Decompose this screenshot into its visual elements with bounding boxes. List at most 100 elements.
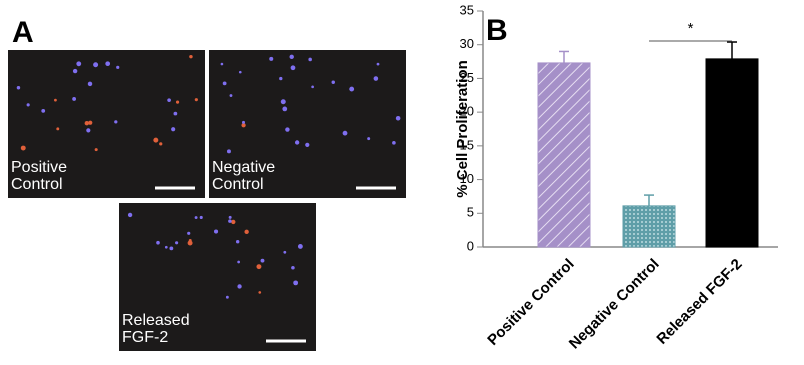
cell — [54, 99, 57, 102]
cell — [88, 82, 92, 86]
cell — [291, 266, 295, 270]
cell — [269, 57, 273, 61]
cell — [76, 61, 81, 66]
micrograph-label: Control — [11, 176, 63, 193]
cell — [258, 291, 261, 294]
cell — [367, 137, 370, 140]
bar — [538, 63, 590, 247]
cell — [244, 230, 248, 234]
cell — [374, 76, 379, 81]
page: A PositiveControlNegativeControlReleased… — [0, 0, 804, 365]
y-tick-label: 20 — [460, 104, 474, 119]
cell — [174, 112, 178, 116]
bar — [706, 59, 758, 247]
cell — [171, 127, 175, 131]
cell — [21, 146, 26, 151]
cell — [261, 259, 265, 263]
y-tick-label: 30 — [460, 36, 474, 51]
micrographs: PositiveControlNegativeControlReleasedFG… — [8, 50, 406, 351]
cell — [281, 99, 286, 104]
cell — [290, 55, 294, 59]
x-tick-label: Negative Control — [566, 256, 663, 353]
cell — [237, 284, 241, 288]
cell — [285, 127, 289, 131]
cell — [128, 213, 132, 217]
cell — [95, 148, 98, 151]
cell — [377, 63, 380, 66]
cell — [175, 241, 178, 244]
micrograph-label: Released — [122, 312, 190, 329]
cell — [85, 121, 89, 125]
cell — [27, 103, 30, 106]
cell — [311, 86, 314, 89]
cell — [295, 140, 299, 144]
cell — [169, 246, 173, 250]
cell — [298, 244, 303, 249]
cell — [188, 241, 193, 246]
cell — [223, 82, 227, 86]
cell — [349, 87, 354, 92]
cell — [237, 261, 240, 264]
cell — [165, 246, 168, 249]
cell — [226, 296, 229, 299]
cell — [159, 142, 162, 145]
cell — [114, 120, 117, 123]
cell — [156, 241, 160, 245]
micrograph-label: Control — [212, 176, 264, 193]
cell — [291, 65, 296, 70]
cell — [17, 86, 20, 89]
cell — [189, 55, 192, 58]
cell — [93, 62, 98, 67]
cell — [332, 81, 335, 84]
micrograph-label: Positive — [11, 159, 67, 176]
panel-letter: A — [12, 16, 34, 49]
cell — [392, 141, 396, 145]
y-tick-label: 10 — [460, 171, 474, 186]
micrograph-label: Negative — [212, 159, 275, 176]
y-tick-label: 25 — [460, 70, 474, 85]
cell — [56, 127, 59, 130]
y-tick-label: 35 — [460, 2, 474, 17]
cell — [308, 58, 312, 62]
cell — [282, 107, 287, 112]
y-tick-label: 0 — [467, 238, 474, 253]
cell — [239, 71, 242, 74]
cell — [293, 280, 298, 285]
cell — [72, 97, 76, 101]
cell — [343, 131, 348, 136]
cell — [176, 101, 179, 104]
significance-mark: * — [688, 20, 694, 37]
cell — [73, 69, 77, 73]
cell — [116, 66, 119, 69]
cell — [279, 77, 282, 80]
cell — [200, 216, 203, 219]
cell — [105, 61, 110, 66]
cell — [41, 109, 45, 113]
bar — [623, 206, 675, 247]
y-tick-label: 5 — [467, 205, 474, 220]
y-tick-label: 15 — [460, 137, 474, 152]
cell — [167, 98, 171, 102]
panel-letter: B — [486, 14, 508, 47]
cell — [195, 98, 198, 101]
cell — [256, 264, 261, 269]
x-tick-label: Positive Control — [484, 256, 577, 349]
cell — [236, 240, 239, 243]
cell — [227, 149, 231, 153]
cell — [229, 216, 232, 219]
cell — [228, 219, 232, 223]
cell — [153, 138, 158, 143]
figure: A PositiveControlNegativeControlReleased… — [0, 0, 804, 365]
cell — [86, 128, 90, 132]
x-tick-label: Released FGF-2 — [653, 256, 745, 348]
cell — [305, 143, 309, 147]
cell — [283, 251, 286, 254]
cell — [221, 63, 224, 66]
cell — [214, 229, 218, 233]
cell — [187, 232, 190, 235]
micrograph-label: FGF-2 — [122, 329, 168, 346]
cell — [242, 121, 245, 124]
cell — [230, 94, 233, 97]
cell — [231, 220, 235, 224]
cell — [396, 116, 401, 121]
